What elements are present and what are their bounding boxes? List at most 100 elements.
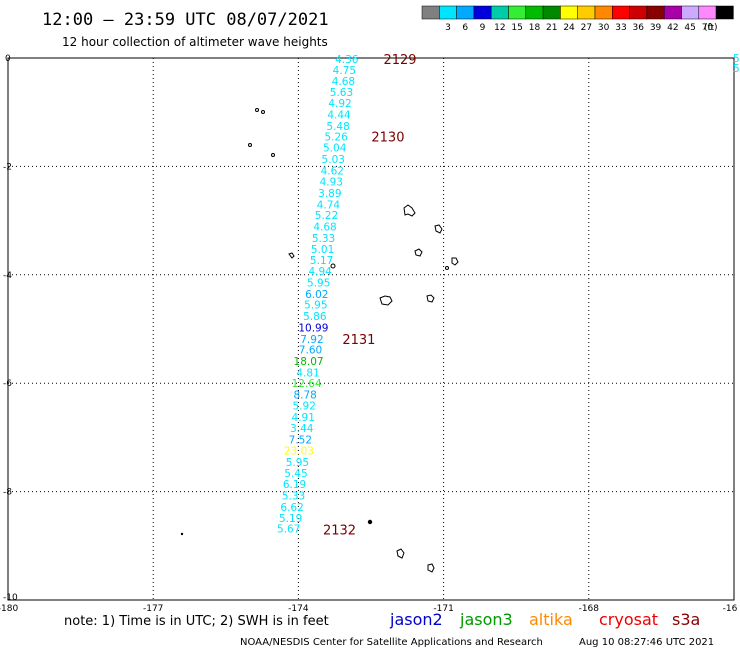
wave-height-label: 4.68: [332, 76, 355, 88]
legend-swatch: [715, 5, 734, 20]
wave-height-label: 5.17: [310, 255, 333, 267]
map-title: 12:00 – 23:59 UTC 08/07/2021: [42, 10, 329, 30]
legend-value: 9: [480, 23, 486, 33]
wave-height-label: 7.52: [289, 435, 312, 447]
pass-time-label: 2130: [371, 131, 404, 146]
legend-value: 27: [581, 23, 592, 33]
satellite-name: cryosat: [599, 610, 658, 629]
wave-height-label: 6.02: [305, 289, 328, 301]
footer-credit: NOAA/NESDIS Center for Satellite Applica…: [240, 637, 543, 648]
pass-time-labels: 2129 2130 2131 2132: [323, 53, 417, 538]
lon-tick-label: -177: [143, 604, 163, 614]
legend-value: 33: [615, 23, 626, 33]
wave-height-label: 5.95: [286, 457, 309, 469]
legend-swatch: [542, 5, 561, 20]
legend-value: 21: [546, 23, 557, 33]
legend-swatch: [560, 5, 578, 20]
island-shape: [403, 204, 416, 217]
lon-tick-label: -16: [723, 604, 738, 614]
legend-value: 42: [667, 23, 678, 33]
wave-height-label: 4.93: [320, 177, 343, 189]
pass-time-label: 2131: [342, 333, 375, 348]
lat-lon-grid: -180 -177 -174 -171 -168 -16 0 -2 -4 -6 -8 -10: [0, 54, 738, 614]
island-shape: [414, 248, 423, 257]
satellite-name: jason3: [459, 610, 513, 629]
legend-swatch: [421, 5, 440, 20]
wave-height-label: 5.86: [303, 311, 327, 323]
island-shape: [434, 224, 443, 234]
wave-height-label: 6.19: [283, 479, 306, 491]
island-shape: [445, 266, 449, 270]
wave-height-label: 5.33: [282, 490, 305, 502]
legend-value: 36: [633, 23, 645, 33]
wave-height-label: 12.64: [292, 378, 322, 390]
legend-value: 39: [650, 23, 662, 33]
satellite-legend: jason2 jason3 altika cryosat s3a: [389, 610, 700, 629]
lat-tick-label: -10: [3, 593, 18, 603]
edge-value: 5: [733, 53, 740, 65]
wave-height-label: 18.07: [294, 356, 324, 368]
legend-swatch: [525, 5, 544, 20]
legend-swatch: [490, 5, 509, 20]
legend-swatch: [577, 5, 596, 20]
lon-tick-label: -174: [288, 604, 309, 614]
legend-swatch: [473, 5, 492, 20]
wave-height-label: 5.01: [311, 244, 334, 256]
wave-height-label: 10.99: [298, 322, 328, 334]
wave-height-label: 4.91: [292, 412, 315, 424]
wave-height-label: 4.36: [335, 54, 359, 66]
wave-height-label: 5.19: [279, 513, 302, 525]
wave-height-label: 5.22: [315, 210, 338, 222]
wave-height-label: 7.60: [299, 345, 322, 357]
legend-value: 15: [511, 23, 522, 33]
wave-height-label: 5.26: [324, 132, 348, 144]
wave-height-label: 5.92: [293, 400, 316, 412]
footer-timestamp: Aug 10 08:27:46 UTC 2021: [579, 637, 714, 648]
legend-swatch: [698, 5, 717, 20]
wave-height-label: 5.63: [330, 87, 353, 99]
lat-tick-label: -6: [3, 379, 12, 389]
lon-tick-label: -168: [579, 604, 600, 614]
wave-height-label: 5.95: [304, 300, 327, 312]
legend-swatch: [681, 5, 700, 20]
legend-unit: (ft): [704, 23, 718, 33]
lon-tick-label: -180: [0, 604, 18, 614]
lon-tick-label: -171: [433, 604, 453, 614]
satellite-name: s3a: [672, 610, 700, 629]
wave-height-label: 8.78: [293, 390, 316, 402]
wave-height-label: 4.94: [308, 266, 332, 278]
satellite-name: jason2: [389, 610, 443, 629]
legend-value: 18: [529, 23, 541, 33]
wave-height-label: 5.04: [323, 142, 347, 154]
legend-value: 45: [684, 23, 695, 33]
wave-height-label: 4.92: [328, 98, 351, 110]
pass-time-label: 2129: [383, 53, 416, 68]
wave-height-label: 23.03: [284, 445, 314, 457]
island-shape: [379, 295, 393, 306]
wave-height-label: 4.74: [317, 199, 341, 211]
wave-height-label: 4.44: [327, 109, 351, 121]
island-shape: [330, 263, 336, 269]
wave-height-label: 4.81: [296, 367, 319, 379]
legend-swatch: [646, 5, 665, 20]
lat-tick-label: 0: [5, 54, 11, 64]
pass-time-label: 2132: [323, 524, 356, 539]
wave-height-label: 3.44: [290, 423, 314, 435]
legend-value: 12: [494, 23, 505, 33]
island-outlines: [180, 108, 459, 573]
wave-height-label: 5.67: [277, 523, 300, 535]
altimeter-track: 4.364.754.685.634.924.445.485.265.045.03…: [277, 54, 359, 535]
wave-height-label: 4.68: [313, 222, 336, 234]
island-shape: [451, 257, 459, 266]
lat-tick-label: -2: [3, 162, 12, 172]
island-shape: [367, 519, 373, 525]
island-shape: [396, 548, 405, 559]
legend-value: 3: [445, 23, 451, 33]
legend-value: 70: [702, 23, 714, 33]
wave-height-label: 5.03: [322, 154, 345, 166]
wave-height-label: 4.75: [333, 65, 356, 77]
island-shape: [261, 110, 265, 114]
map-frame: [7, 57, 735, 601]
legend-value: 24: [563, 23, 575, 33]
wave-height-label: 7.92: [300, 334, 323, 346]
